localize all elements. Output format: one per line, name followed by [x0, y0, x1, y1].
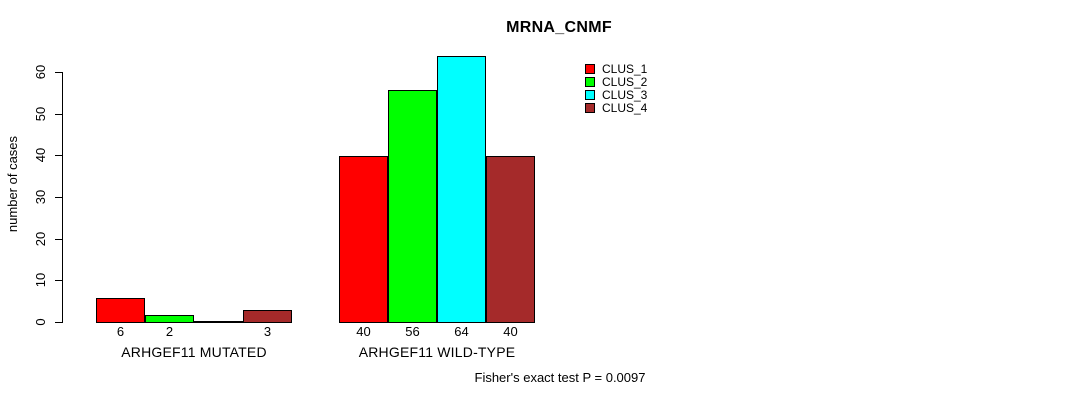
y-axis-label: number of cases: [5, 135, 20, 233]
y-tick-mark: [55, 197, 62, 198]
bar-value-label: 6: [116, 324, 125, 339]
y-tick-mark: [55, 239, 62, 240]
bar-clus-2-arhgef11-mutated: [145, 315, 194, 323]
x-axis-category-label: ARHGEF11 WILD-TYPE: [358, 344, 516, 360]
y-tick-label: 40: [33, 147, 48, 163]
bar-clus-1-arhgef11-wild-type: [339, 156, 388, 323]
y-tick-mark: [55, 280, 62, 281]
y-tick-mark: [55, 155, 62, 156]
legend-item-clus-1: CLUS_1: [585, 62, 648, 76]
y-tick-mark: [55, 72, 62, 73]
y-tick-label: 30: [33, 189, 48, 205]
bar-clus-4-arhgef11-mutated: [243, 310, 292, 323]
bar-value-label: 64: [454, 324, 469, 339]
y-axis-line: [62, 72, 63, 323]
chart-title: MRNA_CNMF: [506, 19, 612, 36]
y-tick-mark: [55, 114, 62, 115]
bar-clus-3-arhgef11-wild-type: [437, 56, 486, 323]
legend-swatch-icon: [585, 64, 595, 74]
bar-value-label: 2: [165, 324, 174, 339]
bar-clus-3-arhgef11-mutated: [194, 321, 243, 323]
legend-item-clus-4: CLUS_4: [585, 101, 648, 115]
x-axis-category-label: ARHGEF11 MUTATED: [121, 344, 267, 360]
y-tick-label: 0: [33, 318, 48, 326]
bar-value-label: 56: [405, 324, 420, 339]
legend: CLUS_1 CLUS_2 CLUS_3 CLUS_4: [585, 62, 648, 116]
bar-value-label: 40: [356, 324, 371, 339]
legend-item-clus-3: CLUS_3: [585, 88, 648, 102]
bar-value-label: 40: [503, 324, 518, 339]
y-tick-label: 50: [33, 106, 48, 122]
legend-swatch-icon: [585, 90, 595, 100]
legend-item-clus-2: CLUS_2: [585, 75, 648, 89]
bar-value-label: 3: [263, 324, 272, 339]
fisher-test-annotation: Fisher's exact test P = 0.0097: [474, 370, 646, 385]
legend-label: CLUS_4: [602, 101, 648, 115]
y-tick-label: 20: [33, 231, 48, 247]
legend-label: CLUS_1: [602, 62, 648, 76]
legend-swatch-icon: [585, 77, 595, 87]
bar-clus-4-arhgef11-wild-type: [486, 156, 535, 323]
bar-clus-2-arhgef11-wild-type: [388, 90, 437, 323]
legend-swatch-icon: [585, 103, 595, 113]
legend-label: CLUS_3: [602, 88, 648, 102]
y-tick-label: 60: [33, 64, 48, 80]
legend-label: CLUS_2: [602, 75, 648, 89]
y-tick-label: 10: [33, 272, 48, 288]
bar-clus-1-arhgef11-mutated: [96, 298, 145, 323]
y-tick-mark: [55, 322, 62, 323]
